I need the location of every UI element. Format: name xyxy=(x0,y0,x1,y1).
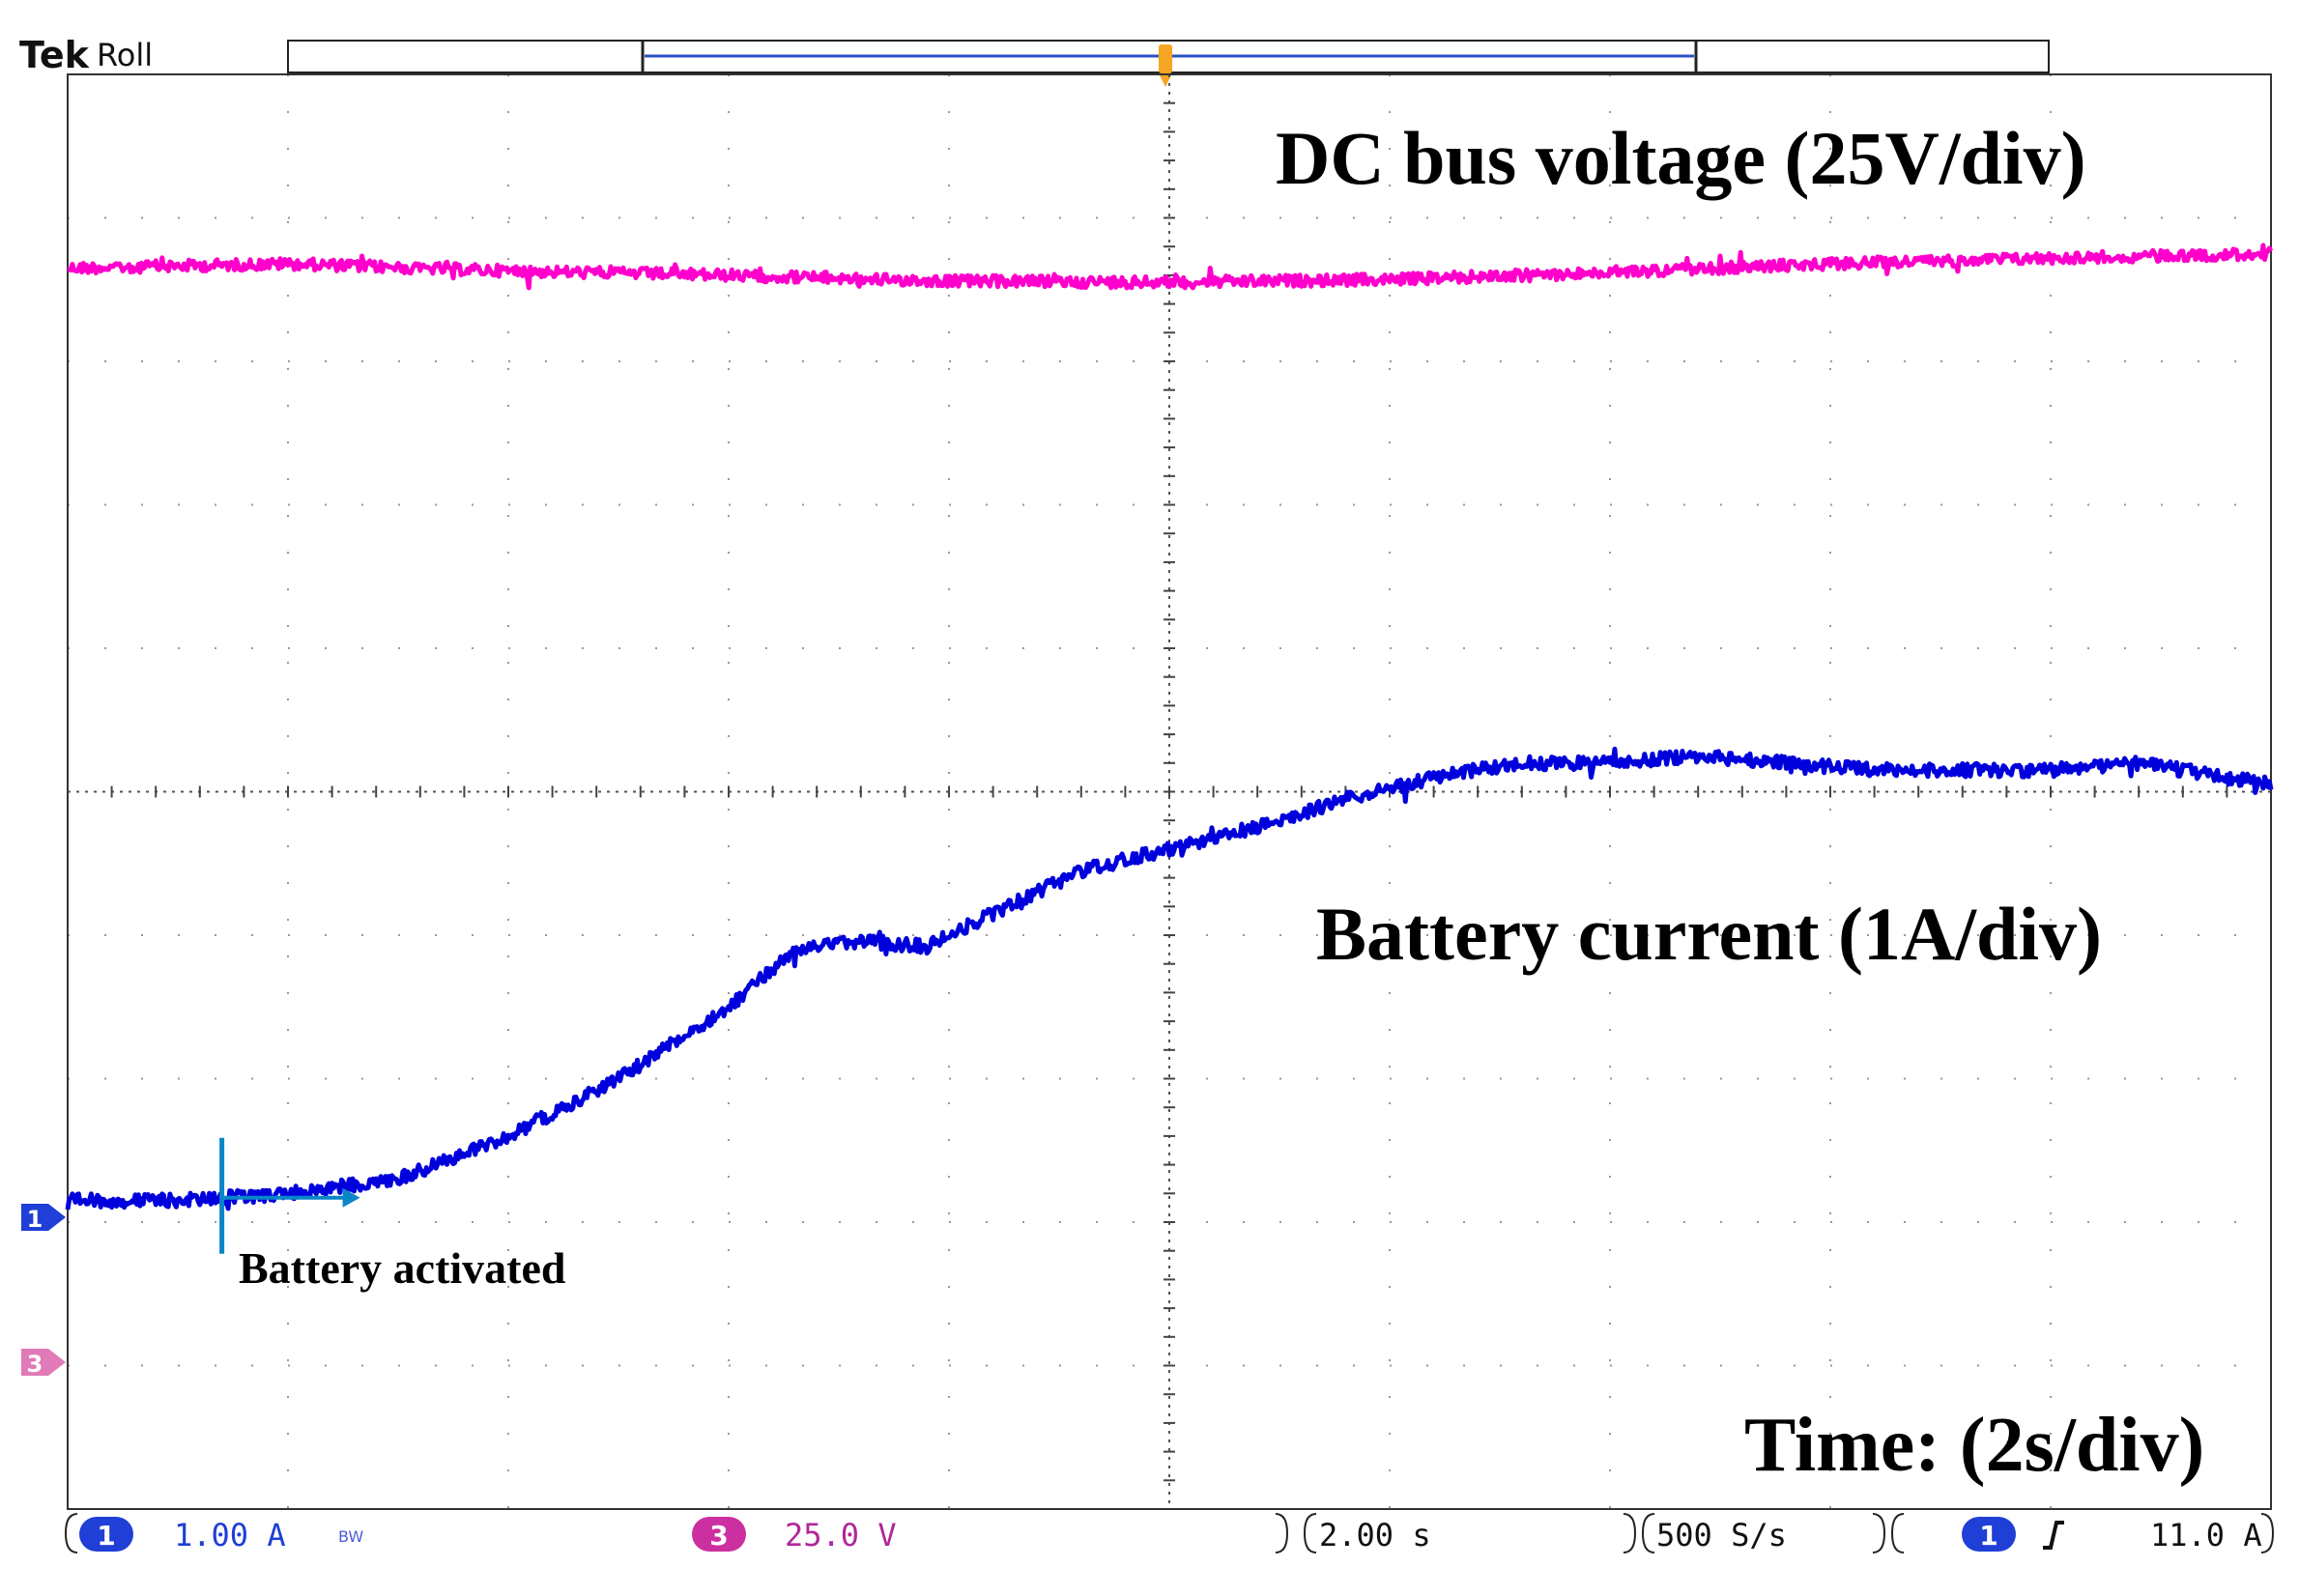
rising-edge-icon xyxy=(2043,1521,2064,1550)
current-annotation: Battery current (1A/div) xyxy=(1316,892,2102,976)
ch1-scale-control[interactable]: 1 1.00 A BW xyxy=(79,1517,363,1553)
plot-frame xyxy=(67,73,2272,1510)
ch3-badge: 3 xyxy=(709,1520,728,1552)
ch1-ground-marker[interactable]: 1 xyxy=(21,1204,66,1233)
status-bar: 1 1.00 A BW 3 25.0 V 2.00 s 500 S/s 1 11… xyxy=(64,1513,2275,1553)
ch3-scale: 25.0 V xyxy=(785,1517,897,1553)
trigger-control[interactable]: 1 11.0 A xyxy=(1962,1517,2262,1553)
trigger-position-icon xyxy=(1159,44,1172,87)
trigger-source-badge: 1 xyxy=(1979,1520,1997,1552)
bandwidth-limit-icon: BW xyxy=(338,1527,363,1546)
graticule xyxy=(67,73,2272,1510)
ch3-scale-control[interactable]: 3 25.0 V xyxy=(692,1517,897,1553)
battery-activated-marker xyxy=(219,1137,360,1254)
mode-label: Roll xyxy=(97,37,153,73)
ch1-badge: 1 xyxy=(97,1520,115,1552)
sample-rate-readout[interactable]: 500 S/s xyxy=(1656,1517,1787,1553)
ch3-ground-label: 3 xyxy=(27,1351,43,1378)
trigger-level: 11.0 A xyxy=(2150,1517,2262,1553)
voltage-annotation: DC bus voltage (25V/div) xyxy=(1276,116,2086,200)
ch1-ground-label: 1 xyxy=(27,1206,43,1233)
time-annotation: Time: (2s/div) xyxy=(1744,1403,2204,1488)
battery-current-trace xyxy=(65,746,2274,1211)
timebase-readout[interactable]: 2.00 s xyxy=(1319,1517,1431,1553)
brand-label: Tek xyxy=(19,34,90,76)
battery-activated-label: Battery activated xyxy=(239,1243,566,1293)
ch1-scale: 1.00 A xyxy=(174,1517,286,1553)
dc-bus-voltage-trace xyxy=(67,242,2274,291)
ch3-ground-marker[interactable]: 3 xyxy=(21,1349,66,1378)
